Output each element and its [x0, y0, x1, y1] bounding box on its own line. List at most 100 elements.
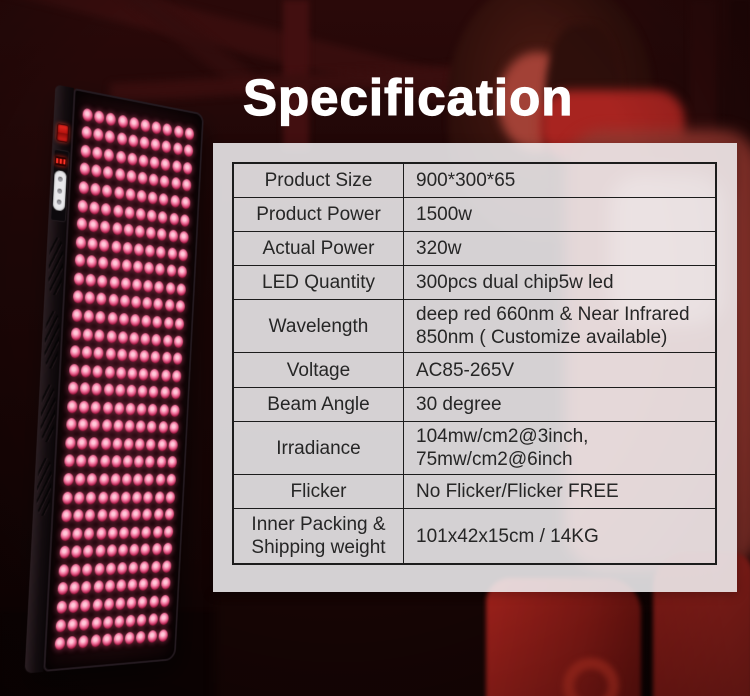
led-icon: [81, 345, 93, 360]
led-icon: [68, 381, 79, 395]
led-icon: [92, 598, 103, 612]
led-icon: [97, 274, 108, 289]
led-icon: [151, 543, 162, 556]
led-icon: [134, 455, 145, 469]
led-icon: [68, 363, 80, 377]
led-icon: [139, 136, 150, 151]
spec-label: Irradiance: [234, 422, 404, 474]
led-icon: [109, 275, 120, 290]
led-icon: [133, 260, 144, 274]
led-icon: [164, 508, 175, 521]
led-icon: [126, 169, 137, 184]
led-icon: [159, 192, 169, 207]
spec-label: Inner Packing & Shipping weight: [234, 509, 404, 563]
led-icon: [85, 509, 96, 523]
led-icon: [129, 543, 140, 557]
led-icon: [149, 595, 159, 609]
led-icon: [172, 142, 183, 156]
led-icon: [89, 437, 100, 450]
spec-value: 30 degree: [416, 394, 502, 415]
led-icon: [132, 491, 143, 504]
led-icon: [88, 218, 100, 233]
led-icon: [131, 508, 142, 522]
vent-icon: [42, 310, 60, 369]
led-icon: [137, 385, 148, 399]
led-icon: [117, 330, 129, 344]
led-icon: [74, 491, 85, 505]
led-icon: [166, 473, 177, 486]
led-icon: [57, 582, 69, 596]
led-icon: [150, 560, 161, 574]
led-icon: [152, 315, 163, 329]
led-icon: [137, 613, 147, 627]
led-icon: [114, 401, 125, 415]
led-icon: [111, 239, 122, 254]
led-icon: [73, 272, 85, 286]
led-icon: [124, 631, 135, 645]
led-icon: [114, 168, 126, 183]
led-icon: [148, 403, 158, 417]
led-icon: [136, 631, 147, 644]
led-icon: [69, 345, 81, 359]
control-button-icon: [56, 198, 62, 205]
red-light-therapy-panel: [24, 84, 204, 674]
led-icon: [147, 191, 158, 205]
led-icon: [72, 527, 83, 541]
led-icon: [183, 144, 194, 158]
led-icon: [79, 400, 90, 414]
power-switch-icon: [55, 122, 69, 143]
led-icon: [124, 420, 135, 433]
led-icon: [69, 581, 81, 595]
led-icon: [62, 491, 73, 505]
led-icon: [127, 579, 138, 592]
led-icon: [136, 402, 147, 416]
led-icon: [104, 365, 115, 379]
led-icon: [148, 612, 158, 626]
led-icon: [70, 326, 82, 341]
spec-label: Wavelength: [234, 300, 404, 352]
led-icon: [79, 162, 91, 177]
led-icon: [82, 327, 94, 342]
led-icon: [180, 196, 191, 210]
led-icon: [97, 491, 109, 504]
led-icon: [131, 295, 142, 310]
led-icon: [136, 189, 147, 204]
led-icon: [133, 242, 145, 257]
control-buttons: [52, 169, 67, 212]
led-icon: [76, 455, 87, 468]
led-icon: [148, 385, 159, 399]
led-icon: [178, 248, 188, 262]
led-icon: [84, 291, 96, 306]
led-icon: [105, 562, 116, 576]
led-icon: [169, 421, 179, 435]
led-icon: [80, 382, 91, 396]
led-icon: [155, 473, 166, 486]
spec-value: 900*300*65: [416, 170, 516, 191]
led-icon: [143, 279, 154, 293]
led-icon: [109, 491, 120, 504]
control-module: [49, 148, 70, 223]
led-icon: [126, 384, 137, 398]
led-icon: [94, 328, 106, 343]
led-icon: [157, 227, 168, 242]
led-icon: [105, 347, 116, 361]
led-icon: [95, 310, 107, 325]
led-icon: [160, 175, 170, 190]
led-icon: [104, 148, 115, 163]
led-icon: [87, 236, 99, 251]
led-icon: [146, 438, 157, 452]
led-icon: [94, 109, 105, 125]
spec-label: Product Power: [234, 198, 404, 231]
led-icon: [125, 614, 136, 628]
led-icon: [168, 439, 178, 452]
led-icon: [55, 618, 67, 633]
led-icon: [139, 561, 150, 574]
led-icon: [101, 419, 112, 433]
led-icon: [78, 180, 90, 195]
led-icon: [98, 473, 110, 486]
spec-table-body: Product Size 900*300*65 Product Power 1500w…: [234, 164, 715, 563]
led-icon: [165, 281, 176, 295]
led-icon: [76, 217, 88, 232]
led-icon: [123, 437, 134, 451]
led-icon: [174, 317, 185, 331]
